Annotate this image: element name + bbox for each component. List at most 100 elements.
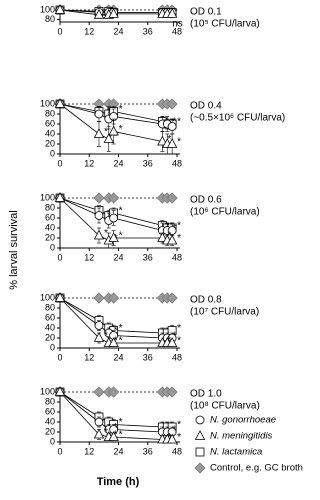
x-tick-label: 48 [172, 158, 182, 168]
x-tick-label: 36 [143, 26, 153, 36]
significance-label: * [104, 228, 108, 239]
legend-label: N. meningitidis [210, 431, 273, 442]
significance-label: * [119, 104, 123, 115]
y-tick-label: 80 [45, 302, 55, 312]
x-tick-label: 12 [84, 26, 94, 36]
marker-triangle [194, 430, 206, 440]
marker-triangle [157, 232, 168, 242]
significance-label: * [177, 323, 181, 334]
x-tick-label: 0 [57, 158, 62, 168]
x-tick-label: 0 [57, 352, 62, 362]
marker-square [195, 447, 205, 457]
y-tick-label: 0 [50, 436, 55, 446]
x-tick-label: 12 [84, 352, 94, 362]
y-tick-label: 80 [45, 14, 55, 24]
marker-triangle [54, 292, 66, 302]
significance-label: * [119, 231, 123, 242]
panel-sublabel: (10⁶ CFU/larva) [190, 207, 260, 218]
marker-diamond [93, 386, 105, 398]
marker-triangle [103, 133, 114, 143]
legend-label: N. lactamica [210, 447, 262, 458]
significance-label: * [177, 432, 181, 443]
x-axis-title: Time (h) [97, 476, 140, 488]
marker-diamond [93, 192, 105, 204]
marker-triangle [93, 229, 105, 240]
marker-circle [109, 213, 119, 223]
x-tick-label: 0 [57, 26, 62, 36]
marker-diamond [166, 292, 178, 304]
marker-triangle [166, 234, 178, 245]
y-tick-label: 80 [45, 108, 55, 118]
marker-triangle [157, 135, 168, 146]
x-tick-label: 24 [113, 446, 123, 456]
marker-triangle [108, 125, 119, 136]
significance-label: * [114, 430, 118, 441]
y-tick-label: 100 [40, 192, 55, 202]
panel-label: OD 0.8 [190, 295, 222, 306]
y-tick-label: 100 [40, 292, 55, 302]
significance-label: * [167, 432, 171, 443]
significance-label: * [177, 117, 181, 128]
marker-circle [167, 226, 177, 235]
y-tick-label: 40 [45, 322, 55, 332]
significance-label: * [119, 124, 123, 135]
x-tick-label: 48 [172, 446, 182, 456]
y-tick-label: 60 [45, 118, 55, 128]
marker-triangle [108, 7, 119, 18]
marker-triangle [166, 7, 178, 18]
marker-triangle [166, 337, 178, 347]
marker-triangle [166, 138, 178, 148]
significance-label: * [119, 430, 123, 441]
x-tick-label: 12 [84, 252, 94, 262]
marker-diamond [166, 192, 178, 204]
significance-label: * [177, 137, 181, 148]
y-tick-label: 20 [45, 426, 55, 436]
panel-sublabel: (10⁵ CFU/larva) [190, 19, 260, 30]
x-tick-label: 36 [143, 446, 153, 456]
marker-circle [167, 122, 177, 131]
significance-label: * [104, 331, 108, 342]
x-tick-label: 24 [113, 352, 123, 362]
y-tick-label: 0 [50, 342, 55, 352]
marker-circle [94, 211, 104, 220]
y-tick-label: 60 [45, 312, 55, 322]
y-tick-label: 40 [45, 128, 55, 138]
y-tick-label: 20 [45, 138, 55, 148]
significance-label: * [167, 336, 171, 347]
marker-diamond [93, 292, 105, 304]
panel-sublabel: (10⁷ CFU/larva) [190, 307, 259, 318]
significance-label: * [119, 206, 123, 217]
x-tick-label: 36 [143, 158, 153, 168]
marker-triangle [93, 8, 105, 19]
panel-label: OD 0.4 [190, 101, 222, 112]
panel-label: OD 0.1 [190, 7, 222, 18]
significance-label: * [114, 132, 118, 143]
x-tick-label: 36 [143, 352, 153, 362]
significance-label: * [177, 420, 181, 431]
significance-label: * [167, 134, 171, 145]
panel-label: OD 0.6 [190, 195, 222, 206]
panel-sublabel: (~0.5×10⁶ CFU/larva) [190, 113, 285, 124]
y-tick-label: 80 [45, 396, 55, 406]
y-tick-label: 100 [40, 4, 55, 14]
marker-triangle [166, 433, 178, 444]
significance-label: * [119, 336, 123, 347]
marker-diamond [194, 462, 206, 474]
marker-diamond [108, 192, 120, 204]
x-tick-label: 24 [113, 26, 123, 36]
x-tick-label: 12 [84, 446, 94, 456]
marker-diamond [166, 98, 178, 110]
y-tick-label: 0 [50, 242, 55, 252]
significance-label: * [172, 117, 176, 128]
significance-label: * [104, 427, 108, 438]
marker-circle [195, 415, 205, 425]
x-tick-label: 24 [113, 252, 123, 262]
marker-diamond [166, 386, 178, 398]
marker-triangle [108, 232, 119, 242]
x-tick-label: 24 [113, 158, 123, 168]
marker-triangle [93, 128, 105, 138]
y-tick-label: 20 [45, 232, 55, 242]
significance-label: * [177, 221, 181, 232]
significance-label: * [119, 323, 123, 334]
